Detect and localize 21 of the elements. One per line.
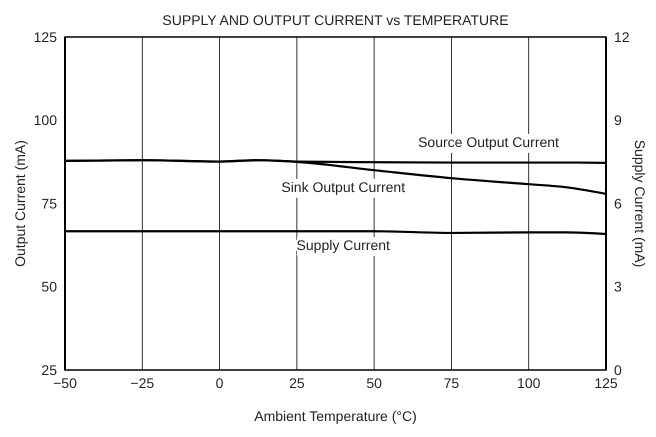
y2-tick-label: 12	[614, 28, 630, 45]
y-tick-label: 50	[41, 278, 58, 295]
x-axis-title: Ambient Temperature (°C)	[254, 408, 417, 424]
y2-axis-title: Supply Current (mA)	[632, 140, 648, 268]
series-label: Source Output Current	[418, 134, 560, 150]
y-tick-label: 125	[34, 28, 58, 45]
y2-tick-label: 9	[614, 112, 622, 128]
series-label: Supply Current	[296, 237, 390, 254]
y-tick-label: 100	[34, 112, 58, 128]
x-tick-label: 100	[517, 374, 541, 391]
x-tick-label: 50	[366, 374, 382, 391]
series-label: Sink Output Current	[281, 178, 406, 195]
x-tick-label: 0	[216, 374, 224, 391]
x-tick-label: 25	[289, 374, 305, 391]
y-axis-title: Output Current (mA)	[12, 140, 28, 267]
y2-tick-label: 3	[614, 278, 622, 295]
x-tick-label: 75	[444, 374, 460, 391]
x-tick-label: −25	[130, 374, 154, 391]
y-tick-label: 75	[41, 195, 58, 212]
y2-tick-label: 6	[614, 195, 622, 212]
chart-title: SUPPLY AND OUTPUT CURRENT vs TEMPERATURE	[161, 12, 510, 28]
